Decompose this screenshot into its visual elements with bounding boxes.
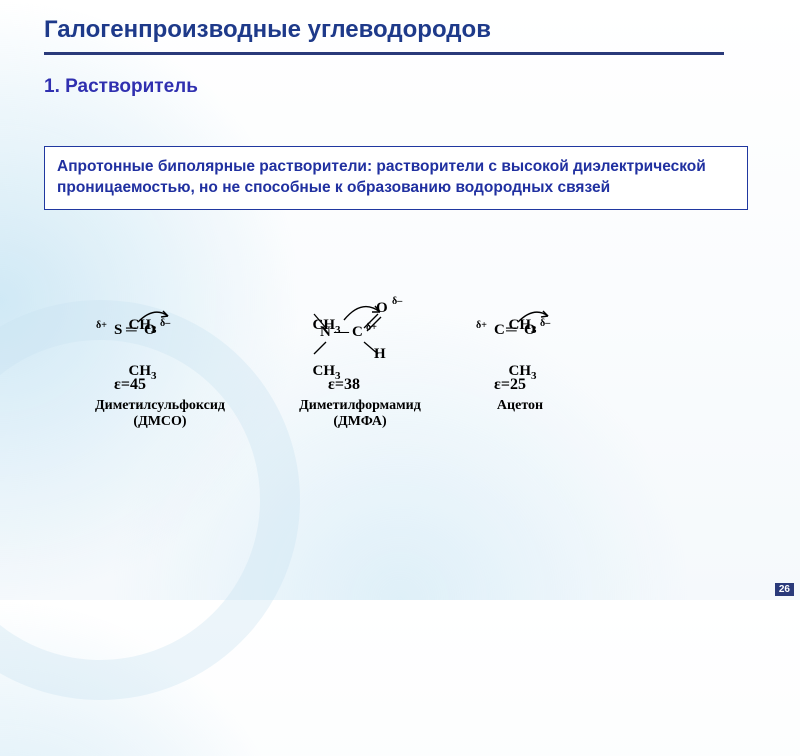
double-bond: ═ <box>126 322 137 339</box>
page-number: 26 <box>775 583 794 596</box>
atom-oxygen: O <box>144 322 156 339</box>
charge-delta-plus: δ+ <box>96 320 107 331</box>
page-title: Галогенпроизводные углеводородов <box>44 16 491 44</box>
atom-nitrogen: N <box>320 324 331 341</box>
molecule-name: Диметилформамид (ДМФА) <box>270 398 450 430</box>
charge-delta-plus: δ+ <box>476 320 487 331</box>
charge-delta-plus: δ+ <box>366 322 377 333</box>
molecule-name: Диметилсульфоксид (ДМСО) <box>70 398 250 430</box>
atom-oxygen: O <box>524 322 536 339</box>
epsilon-value: ε=25 <box>494 376 526 394</box>
charge-delta-minus: δ– <box>392 296 402 307</box>
charge-delta-minus: δ– <box>160 318 170 329</box>
section-subtitle: 1. Растворитель <box>44 76 198 98</box>
molecules-row: CH3 δ+ S ═ O δ– CH3 ε=45 Диметилсульфокс… <box>90 300 710 540</box>
atom-sulfur: S <box>114 322 122 339</box>
atom-hydrogen: H <box>374 346 386 363</box>
atom-carbon: C <box>494 322 505 339</box>
epsilon-value: ε=38 <box>328 376 360 394</box>
molecule-name: Ацетон <box>450 398 590 414</box>
definition-text: Апротонные биполярные растворители: раст… <box>57 158 706 196</box>
atom-carbon: C <box>352 324 363 341</box>
definition-box: Апротонные биполярные растворители: раст… <box>44 146 748 210</box>
charge-delta-minus: δ– <box>540 318 550 329</box>
title-underline <box>44 52 724 55</box>
single-bond: — <box>334 324 349 341</box>
double-bond: ═ <box>506 322 517 339</box>
epsilon-value: ε=45 <box>114 376 146 394</box>
